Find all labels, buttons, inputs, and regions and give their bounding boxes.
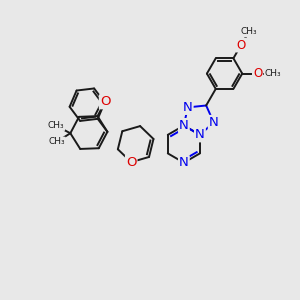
Text: O: O bbox=[126, 156, 136, 169]
Text: CH₃: CH₃ bbox=[265, 69, 281, 78]
Text: O: O bbox=[236, 38, 246, 52]
Text: N: N bbox=[183, 101, 193, 114]
Text: N: N bbox=[209, 116, 219, 129]
Text: N: N bbox=[195, 128, 205, 141]
Text: CH₃: CH₃ bbox=[48, 137, 65, 146]
Text: CH₃: CH₃ bbox=[240, 27, 257, 36]
Text: CH₃: CH₃ bbox=[48, 121, 64, 130]
Text: N: N bbox=[179, 119, 189, 132]
Text: O: O bbox=[253, 67, 262, 80]
Text: O: O bbox=[100, 95, 110, 108]
Text: N: N bbox=[179, 156, 189, 169]
